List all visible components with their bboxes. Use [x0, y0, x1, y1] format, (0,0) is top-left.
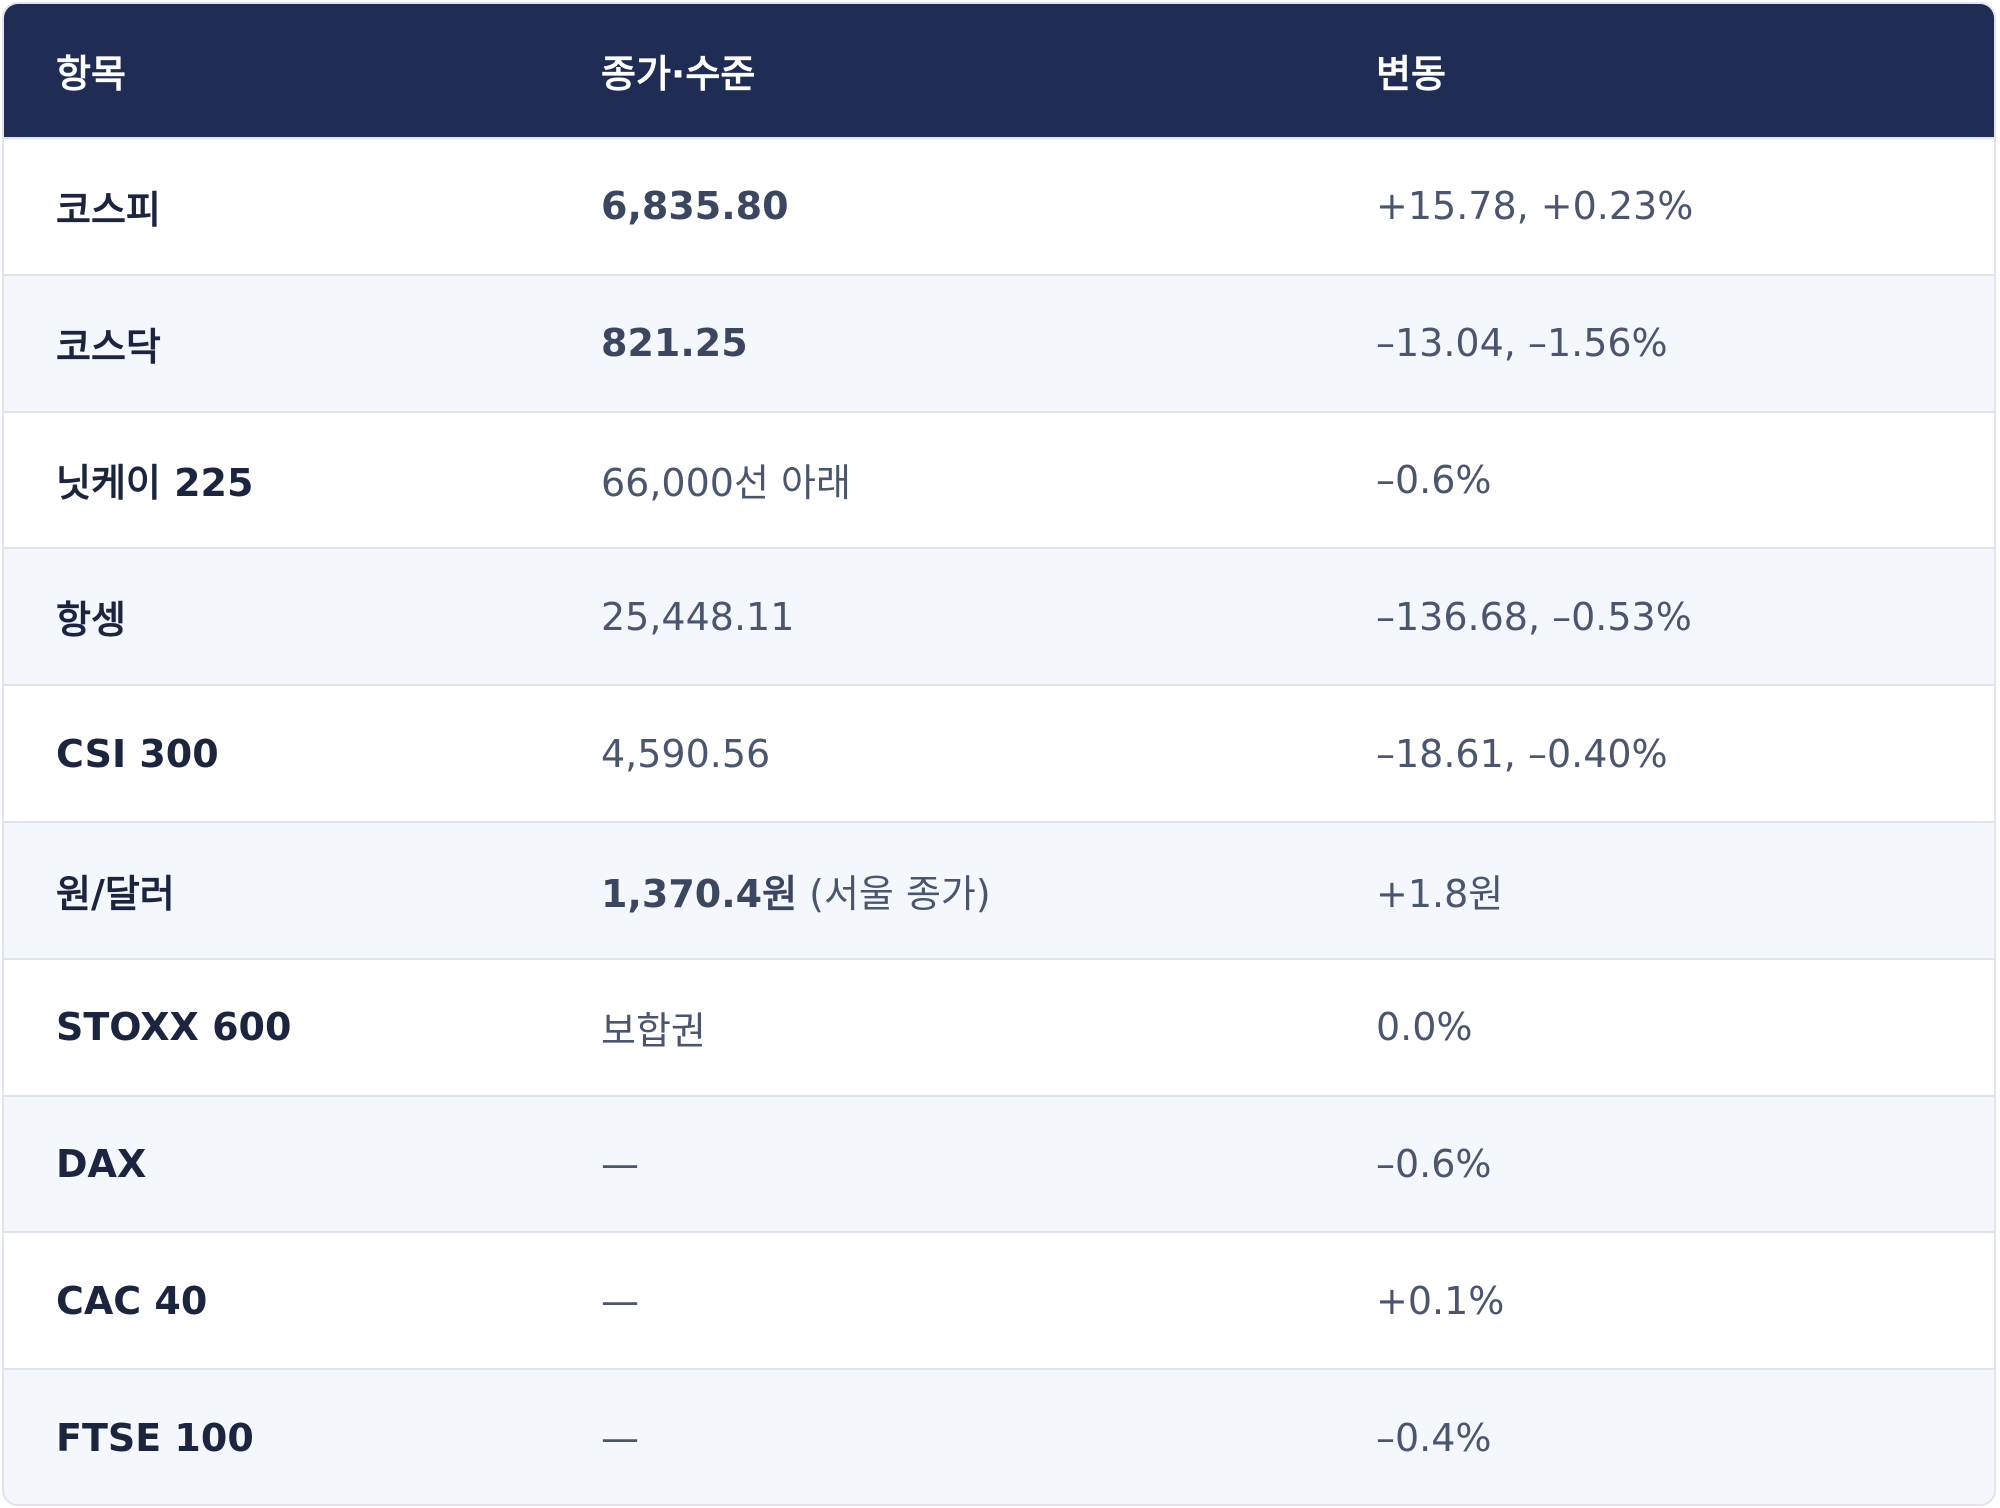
level-value: 1,370.4원	[601, 871, 798, 916]
row-change: 0.0%	[1376, 1005, 1473, 1050]
table-row: 닛케이 225 66,000선 아래 –0.6%	[4, 410, 1994, 548]
level-value: 821.25	[601, 321, 748, 366]
row-level: 25,448.11	[549, 595, 1324, 639]
level-value: 25,448.11	[601, 594, 795, 639]
level-value: 보합권	[601, 1008, 706, 1053]
table-row: DAX — –0.6%	[4, 1094, 1994, 1232]
level-value: 66,000선 아래	[601, 461, 851, 506]
table-header: 항목 종가·수준 변동	[4, 4, 1994, 137]
row-item: 원/달러	[56, 871, 175, 916]
table-row: FTSE 100 — –0.4%	[4, 1368, 1994, 1504]
level-value: —	[601, 1278, 639, 1323]
row-change: –13.04, –1.56%	[1376, 321, 1668, 366]
table-row: 원/달러 1,370.4원 (서울 종가) +1.8원	[4, 820, 1994, 958]
row-level: 보합권	[549, 1000, 1324, 1055]
header-change: 변동	[1376, 52, 1446, 96]
row-level: 4,590.56	[549, 732, 1324, 776]
row-change: +15.78, +0.23%	[1376, 184, 1694, 229]
row-item: STOXX 600	[56, 1005, 292, 1050]
level-value: 4,590.56	[601, 731, 771, 776]
row-level: 6,835.80	[549, 184, 1324, 228]
row-item: CSI 300	[56, 731, 219, 776]
row-item: FTSE 100	[56, 1415, 254, 1460]
row-level: 821.25	[549, 321, 1324, 365]
row-level: —	[549, 1416, 1324, 1460]
row-change: +0.1%	[1376, 1278, 1505, 1323]
level-value: —	[601, 1141, 639, 1186]
table-row: 항셍 25,448.11 –136.68, –0.53%	[4, 547, 1994, 685]
table-row: 코스피 6,835.80 +15.78, +0.23%	[4, 137, 1994, 274]
row-level: —	[549, 1142, 1324, 1186]
row-item: 닛케이 225	[56, 461, 254, 506]
table-row: CAC 40 — +0.1%	[4, 1231, 1994, 1368]
table-row: 코스닥 821.25 –13.04, –1.56%	[4, 273, 1994, 411]
row-item: 코스닥	[56, 324, 161, 369]
row-level: —	[549, 1279, 1324, 1323]
header-item: 항목	[56, 52, 126, 96]
row-item: 항셍	[56, 598, 126, 643]
row-level: 1,370.4원 (서울 종가)	[549, 863, 1324, 918]
row-change: –0.6%	[1376, 1141, 1492, 1186]
level-value: —	[601, 1415, 639, 1460]
row-level: 66,000선 아래	[549, 452, 1324, 507]
row-item: DAX	[56, 1141, 147, 1186]
row-change: –0.4%	[1376, 1415, 1492, 1460]
level-note: (서울 종가)	[797, 871, 991, 916]
row-change: –0.6%	[1376, 457, 1492, 502]
level-value: 6,835.80	[601, 184, 789, 229]
row-change: +1.8원	[1376, 871, 1504, 916]
table-row: STOXX 600 보합권 0.0%	[4, 957, 1994, 1095]
row-item: 코스피	[56, 187, 161, 232]
row-change: –136.68, –0.53%	[1376, 594, 1692, 639]
table-row: CSI 300 4,590.56 –18.61, –0.40%	[4, 684, 1994, 821]
header-level: 종가·수준	[601, 52, 756, 96]
row-item: CAC 40	[56, 1278, 208, 1323]
row-change: –18.61, –0.40%	[1376, 731, 1668, 776]
